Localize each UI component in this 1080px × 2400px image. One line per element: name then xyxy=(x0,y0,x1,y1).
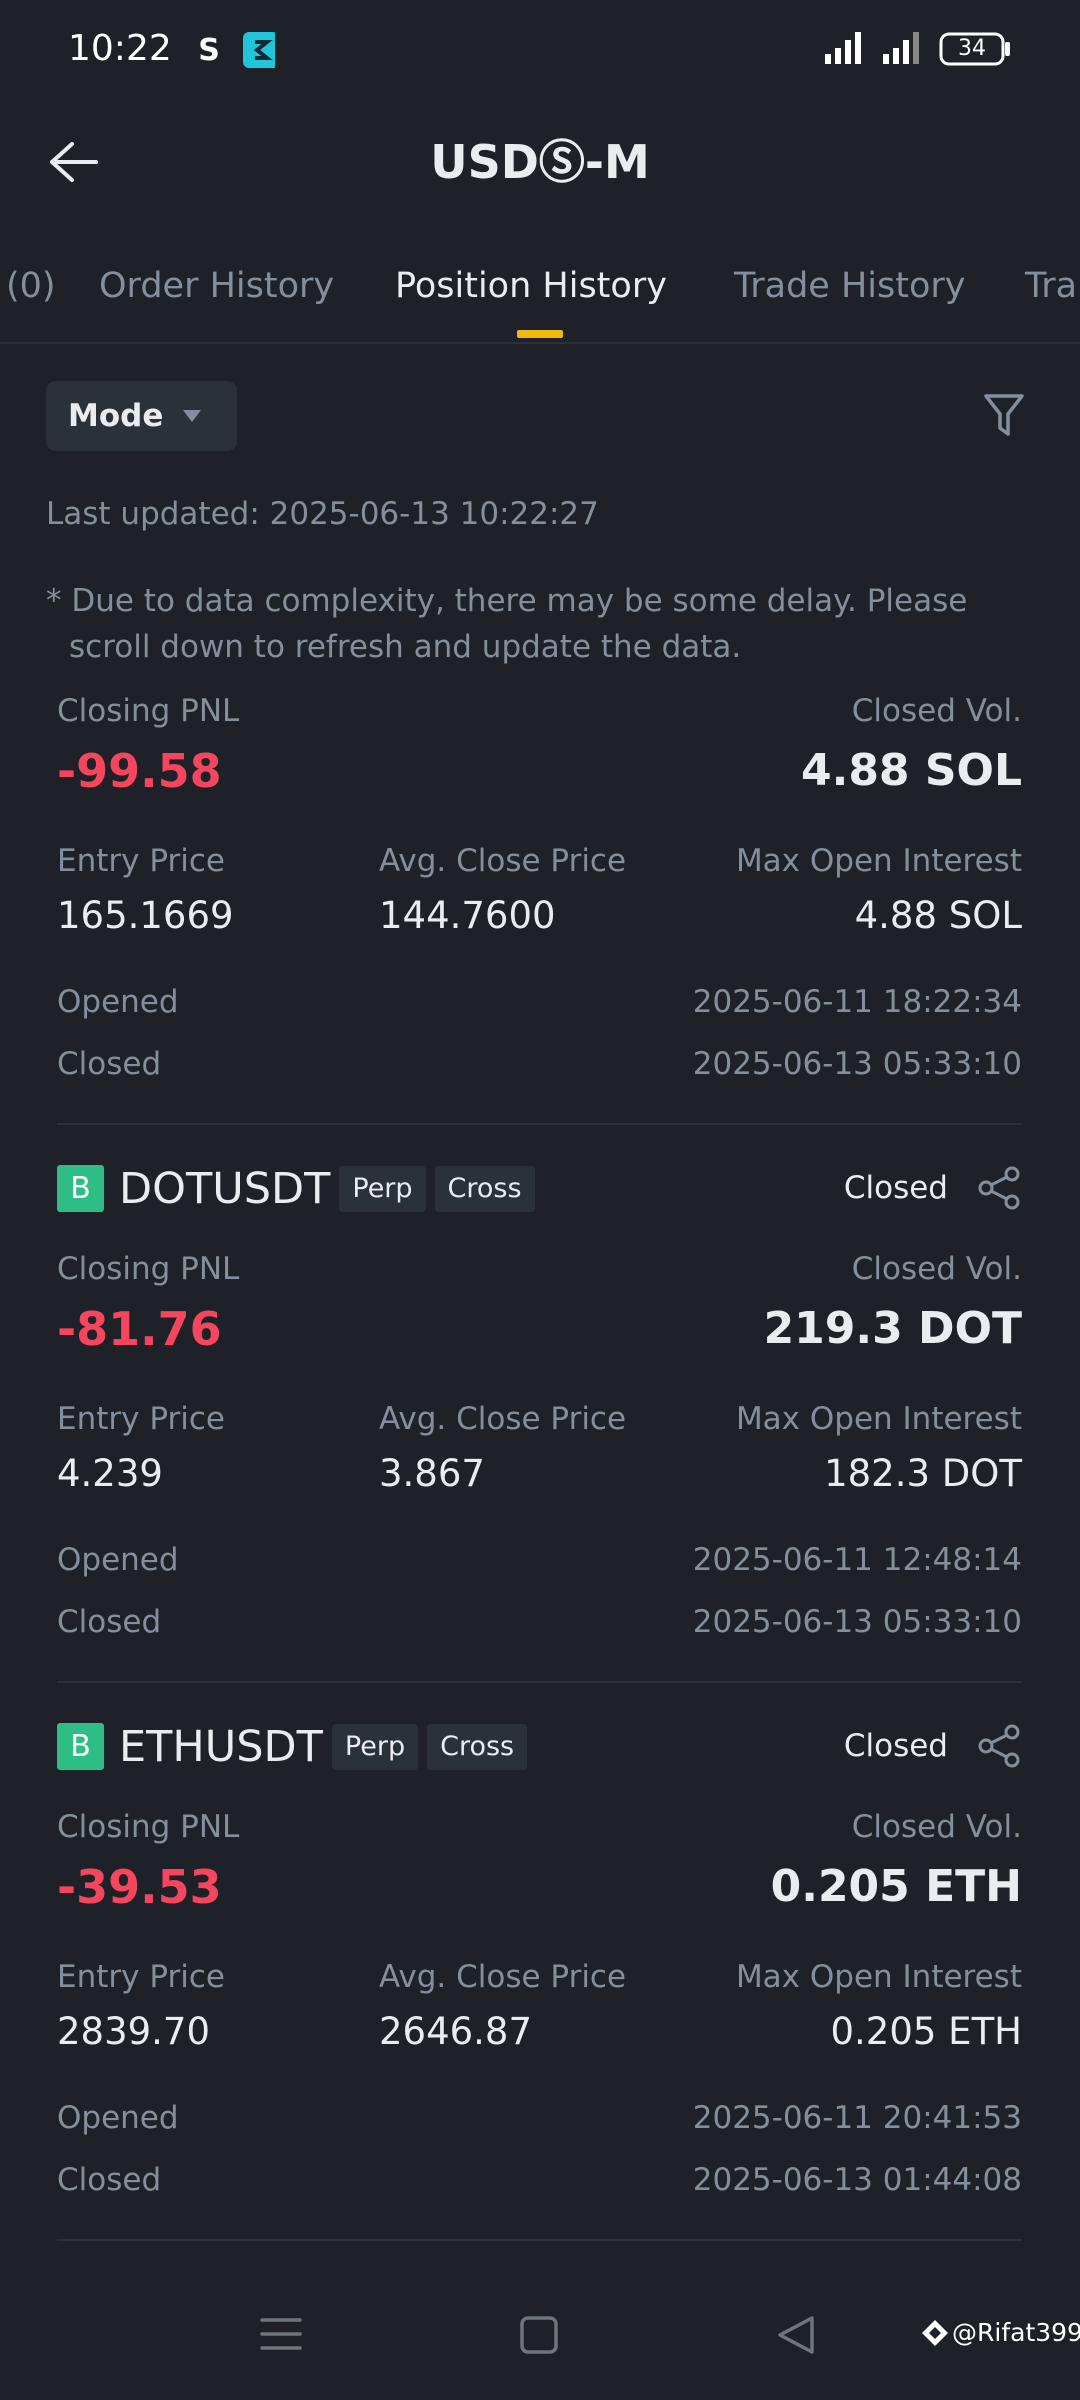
closed-vol-label: Closed Vol. xyxy=(851,692,1022,729)
entry-price: 2839.70 xyxy=(57,2010,211,2053)
card-divider xyxy=(57,1123,1022,1125)
mode-button[interactable]: Mode xyxy=(46,381,237,451)
closed-vol-label: Closed Vol. xyxy=(851,1250,1022,1287)
avg-close-price-label: Avg. Close Price xyxy=(379,1400,627,1437)
opened-label: Opened xyxy=(57,2099,179,2136)
entry-price: 165.1669 xyxy=(57,894,234,937)
status: Closed xyxy=(843,1727,948,1764)
last-updated: Last updated: 2025-06-13 10:22:27 xyxy=(46,496,599,532)
tag: Perp xyxy=(331,1723,419,1770)
entry-price-label: Entry Price xyxy=(57,1400,225,1437)
mode-label: Mode xyxy=(68,398,164,434)
battery-level: 34 xyxy=(958,36,986,61)
closing-pnl: -39.53 xyxy=(57,1860,222,1914)
max-open-interest: 4.88 SOL xyxy=(854,894,1022,937)
nav-bar xyxy=(260,2316,814,2354)
card-divider xyxy=(57,1681,1022,1683)
tag: Perp xyxy=(339,1165,426,1212)
opened-time: 2025-06-11 20:41:53 xyxy=(692,2099,1022,2136)
tag: Cross xyxy=(434,1165,535,1212)
position-list: Closing PNL -99.58 Closed Vol. 4.88 SOL Entr… xyxy=(0,684,1080,2280)
tag: Cross xyxy=(427,1723,528,1770)
status: Closed xyxy=(843,1169,948,1206)
card-divider xyxy=(57,2239,1022,2241)
filter-icon[interactable] xyxy=(982,392,1026,440)
closed-label: Closed xyxy=(57,2161,162,2198)
closed-vol: 4.88 SOL xyxy=(800,745,1022,796)
nav-back[interactable] xyxy=(778,2316,814,2354)
delay-note: * Due to data complexity, there may be s… xyxy=(46,583,968,665)
tab[interactable]: Position History xyxy=(395,266,667,306)
dropdown-arrow xyxy=(183,410,201,422)
position-card: Closing PNL -99.58 Closed Vol. 4.88 SOL Entr… xyxy=(0,684,1080,1165)
max-open-interest: 182.3 DOT xyxy=(824,1452,1022,1495)
watermark: @Rifat399 xyxy=(952,2318,1080,2347)
avg-close-price: 2646.87 xyxy=(379,2010,533,2053)
avg-close-price: 144.7600 xyxy=(379,894,556,937)
avg-close-price: 3.867 xyxy=(379,1452,485,1495)
status-time: 10:22 xyxy=(68,28,172,69)
card-header: B ETHUSDT Perp Cross xyxy=(57,1720,528,1772)
max-open-interest-label: Max Open Interest xyxy=(735,1400,1022,1437)
tab[interactable]: Trade History xyxy=(734,266,966,306)
closed-time: 2025-06-13 05:33:10 xyxy=(692,1603,1022,1640)
tab[interactable]: (0) xyxy=(6,266,56,306)
status-app-icons: S xyxy=(198,32,275,68)
closed-vol: 219.3 DOT xyxy=(763,1303,1022,1354)
closed-label: Closed xyxy=(57,1603,162,1640)
position-card: B ETHUSDT Perp Cross Closed Closing PNL -39.53… xyxy=(0,1720,1080,2280)
tab-bar: (0) Order History Position History Trade Hi… xyxy=(0,0,1080,344)
nav-home[interactable] xyxy=(520,2316,558,2354)
opened-label: Opened xyxy=(57,1541,179,1578)
share-icon[interactable] xyxy=(976,1165,1022,1211)
closed-vol-label: Closed Vol. xyxy=(851,1808,1022,1845)
opened-label: Opened xyxy=(57,983,179,1020)
divider xyxy=(0,342,1080,344)
tab[interactable]: Order History xyxy=(99,266,335,306)
symbol: DOTUSDT xyxy=(119,1163,331,1214)
back-button[interactable] xyxy=(48,140,100,184)
avg-close-price-label: Avg. Close Price xyxy=(379,1958,627,1995)
closing-pnl-label: Closing PNL xyxy=(57,1808,240,1845)
closed-label: Closed xyxy=(57,1045,162,1082)
entry-price-label: Entry Price xyxy=(57,842,225,879)
opened-time: 2025-06-11 12:48:14 xyxy=(692,1541,1022,1578)
closed-time: 2025-06-13 01:44:08 xyxy=(692,2161,1022,2198)
opened-time: 2025-06-11 18:22:34 xyxy=(692,983,1022,1020)
svg-text:S: S xyxy=(198,33,220,68)
nav-menu[interactable] xyxy=(260,2318,302,2350)
side-badge: B xyxy=(57,1723,104,1770)
position-card: B DOTUSDT Perp Cross Closed Closing PNL -81.76… xyxy=(0,1162,1080,1723)
max-open-interest-label: Max Open Interest xyxy=(735,842,1022,879)
tab[interactable]: Tra xyxy=(1025,266,1078,306)
max-open-interest-label: Max Open Interest xyxy=(735,1958,1022,1995)
watermark-icon xyxy=(922,2320,948,2346)
symbol: ETHUSDT xyxy=(119,1721,323,1772)
entry-price-label: Entry Price xyxy=(57,1958,225,1995)
closed-time: 2025-06-13 05:33:10 xyxy=(692,1045,1022,1082)
closing-pnl-label: Closing PNL xyxy=(57,692,240,729)
side-badge: B xyxy=(57,1165,104,1212)
closing-pnl-label: Closing PNL xyxy=(57,1250,240,1287)
closing-pnl: -81.76 xyxy=(57,1302,222,1356)
entry-price: 4.239 xyxy=(57,1452,163,1495)
share-icon[interactable] xyxy=(976,1723,1022,1769)
max-open-interest: 0.205 ETH xyxy=(830,2010,1023,2053)
status-icons xyxy=(825,32,1010,66)
card-header: B DOTUSDT Perp Cross xyxy=(57,1162,535,1214)
avg-close-price-label: Avg. Close Price xyxy=(379,842,627,879)
page-title: USDⓈ-M xyxy=(430,135,650,189)
closing-pnl: -99.58 xyxy=(57,744,222,798)
active-tab-indicator xyxy=(517,330,563,338)
closed-vol: 0.205 ETH xyxy=(770,1861,1022,1912)
